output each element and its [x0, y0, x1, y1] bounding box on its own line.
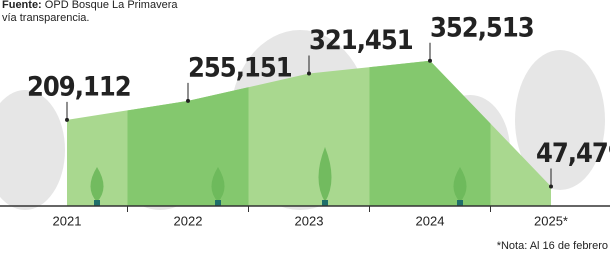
band [128, 0, 249, 206]
value-label: 321,451 [309, 25, 413, 56]
note: *Nota: Al 16 de febrero [497, 240, 608, 252]
value-label: 255,151 [188, 52, 292, 83]
x-tick-label: 2025* [534, 213, 568, 228]
tree-trunk [94, 200, 100, 206]
tree-trunk [457, 200, 463, 206]
chart: Fuente: OPD Bosque La Primavera vía tran… [0, 0, 610, 256]
x-tick-label: 2022 [174, 213, 203, 228]
tree-trunk [215, 200, 221, 206]
source-label: Fuente: [2, 0, 42, 11]
x-tick-label: 2021 [53, 213, 82, 228]
value-label: 352,513 [430, 12, 534, 43]
tree-trunk [322, 200, 328, 206]
source-line2: vía transparencia. [2, 12, 89, 24]
source: Fuente: OPD Bosque La Primavera [2, 0, 178, 11]
source-text: OPD Bosque La Primavera [45, 0, 179, 11]
x-tick-label: 2023 [295, 213, 324, 228]
x-tick-label: 2024 [416, 213, 445, 228]
value-label: 209,112 [27, 71, 131, 102]
value-label: 47,479 [536, 138, 610, 169]
